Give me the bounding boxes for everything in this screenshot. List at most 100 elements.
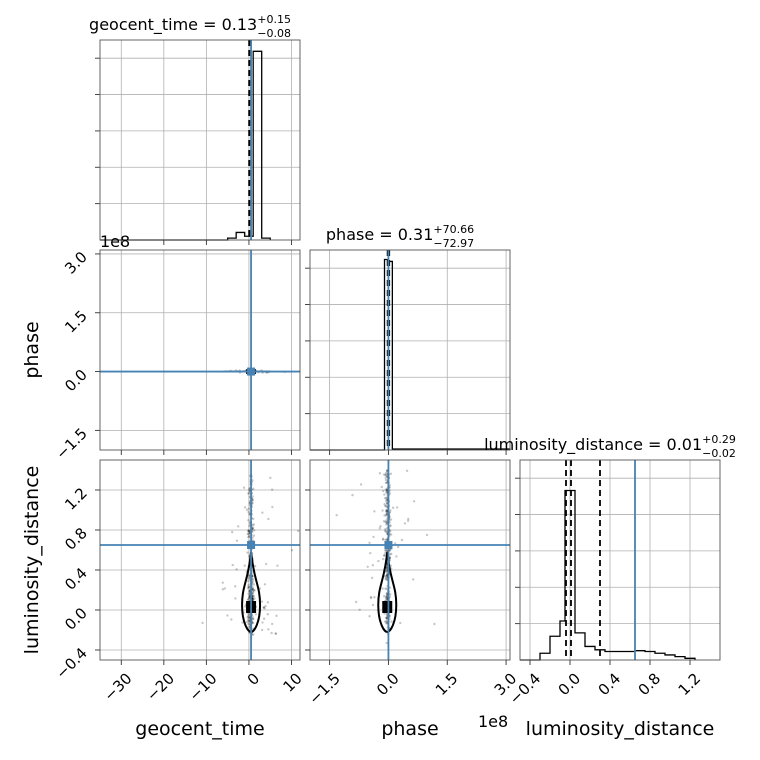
y-axis-label-phase: phase [21,321,43,378]
sample-point [251,495,254,498]
sample-point [389,472,393,475]
sample-point [243,506,247,509]
sample-point [248,596,251,599]
sample-point [251,591,255,594]
x-axis-label-geocent_time: geocent_time [135,718,264,740]
sample-point [370,576,374,580]
sample-point [262,606,266,609]
sample-point [405,469,409,473]
sample-point [384,575,388,578]
sample-point [384,474,387,477]
sample-point [384,616,388,620]
sample-point [383,496,387,500]
sample-point [252,617,255,621]
sample-point [276,564,279,567]
sample-point [246,532,249,536]
sample-point [235,539,239,542]
sample-point [384,504,387,508]
sample-point [247,529,250,532]
sample-point [388,595,392,598]
sample-point [270,488,274,491]
x-tick-label-luminosity_distance: 1.2 [675,670,705,700]
sample-point [384,478,388,482]
sample-point [389,518,393,521]
panel-title-geocent_time: geocent_time = 0.13+0.15 [89,13,291,35]
sample-point [266,601,270,604]
histogram-geocent_time [100,50,271,241]
sample-point [248,535,251,539]
sample-point [235,568,238,571]
sample-point [247,592,250,596]
sample-point [252,523,255,526]
sample-point [377,559,380,563]
sample-point [388,553,392,556]
sample-point [385,513,389,516]
histogram-luminosity_distance [520,489,696,661]
y-tick-label-phase: 3.0 [61,248,91,278]
sample-point [383,503,386,506]
sample-point [261,511,264,514]
sample-point [380,485,383,489]
sample-point [369,551,372,555]
sample-point [251,575,254,578]
sample-point [366,565,369,569]
sample-point [390,620,393,623]
sample-point [260,628,264,632]
sample-point [248,489,251,492]
sample-point [384,509,388,512]
x-offset-text-phase: 1e8 [478,712,508,731]
sample-point [383,552,387,555]
sample-point [385,616,389,620]
truth-marker [384,541,393,549]
sample-point [221,581,224,584]
sample-point [385,488,389,492]
sample-point [385,641,388,645]
sample-point [433,622,436,626]
sample-point [371,603,375,607]
sample-point [237,525,240,528]
diagonal-panel-luminosity_distance: luminosity_distance = 0.01+0.29−0.02 [484,433,736,665]
sample-point [254,613,258,616]
sample-point [247,598,250,601]
sample-point [379,525,382,528]
x-tick-label-phase: 0.0 [373,670,403,700]
sample-point [251,617,255,620]
scatter-panel-luminosity_distance-vs-geocent_time [95,459,301,665]
panel-frame [519,459,721,661]
sample-point [412,578,415,581]
sample-point [274,632,278,635]
sample-point [425,533,429,537]
diagonal-panel-geocent_time: geocent_time = 0.13+0.15−0.08 [89,13,301,245]
sample-point [226,614,229,617]
sample-point [261,621,264,624]
sample-point [383,493,386,496]
sample-point [395,555,398,558]
sample-point [384,520,387,524]
sample-point [247,577,250,580]
sample-point [201,621,204,625]
sample-point [290,549,294,552]
sample-point [234,585,237,588]
sample-point [230,530,234,534]
x-tick-label-geocent_time: 10 [280,670,306,696]
x-tick-label-luminosity_distance: 0.8 [635,670,665,700]
sample-point [246,616,249,619]
sample-point [381,537,385,541]
sample-point [382,520,386,523]
sample-point [412,500,416,503]
truth-marker [247,541,256,549]
title-plus: +0.15 [257,13,291,26]
sample-point [383,514,386,517]
sample-point [385,497,388,500]
sample-point [263,607,266,610]
sample-point [247,617,250,620]
sample-point [247,622,250,626]
panel-frame [99,459,301,661]
y-tick-label-luminosity_distance: −0.4 [52,644,90,682]
y-tick-label-phase: −1.5 [52,424,90,462]
sample-point [247,492,250,495]
sample-point [399,621,402,625]
sample-point [251,598,255,601]
sample-point [248,613,251,616]
sample-point [248,590,251,593]
